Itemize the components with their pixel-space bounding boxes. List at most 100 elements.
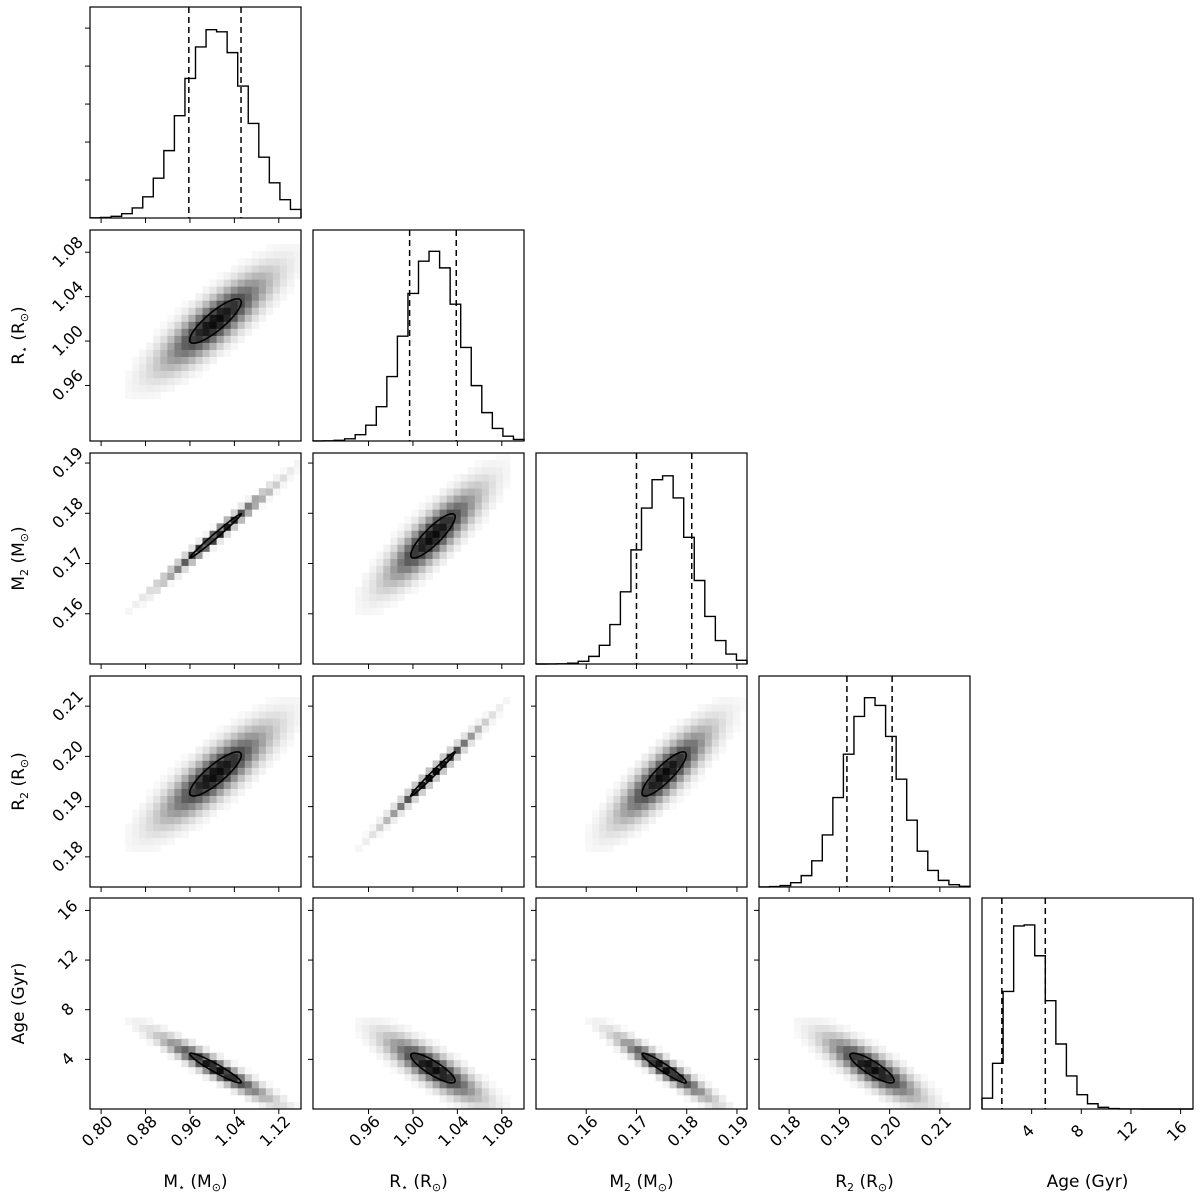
panel-frame: [89, 229, 302, 442]
panel-R2-R2: [758, 675, 971, 892]
density-M2-Mstar: [125, 460, 301, 616]
x-tick-label: 0.18: [766, 1112, 805, 1151]
y-axis-label-Rstar: R⋆​ (R⊙​): [9, 306, 31, 364]
panel-frame: [981, 897, 1194, 1110]
x-tick-label: 0.80: [78, 1112, 117, 1151]
panel-Rstar-Mstar: 0.96 1.00 1.04 1.08: [48, 229, 302, 446]
panel-Rstar-Rstar: [312, 229, 525, 446]
y-tick-label: 0.17: [48, 544, 87, 583]
y-axis-label-Age: Age (Gyr): [9, 963, 29, 1045]
panel-frame: [535, 897, 748, 1110]
x-tick-label: 1.04: [211, 1112, 250, 1151]
histogram-Mstar: [89, 28, 302, 219]
panel-M2-M2: [535, 452, 748, 669]
panel-Age-Rstar: 0.96 1.00 1.04 1.08: [308, 897, 525, 1151]
y-tick-label: 0.18: [48, 837, 87, 876]
contour-R2-Mstar: [188, 751, 243, 797]
x-tick-label: 0.19: [816, 1112, 855, 1151]
histogram-Age: [981, 924, 1193, 1110]
panel-frame: [535, 452, 748, 665]
x-tick-label: 0.19: [714, 1112, 753, 1151]
panel-Mstar-Mstar: [85, 6, 302, 223]
density-Age-Mstar: [125, 1017, 301, 1109]
y-tick-label: 0.16: [48, 594, 87, 633]
y-tick-label: 12: [54, 946, 82, 974]
x-tick-label: 8: [1067, 1121, 1088, 1142]
x-tick-label: 0.88: [122, 1112, 161, 1151]
panel-R2-Rstar: [308, 675, 525, 892]
density-Age-M2: [585, 1017, 734, 1109]
y-tick-label: 0.19: [48, 443, 87, 482]
panel-Age-M2: 0.16 0.17 0.18 0.19: [531, 897, 753, 1151]
x-tick-label: 1.00: [390, 1112, 429, 1151]
y-tick-label: 1.00: [48, 321, 87, 360]
x-tick-label: 12: [1113, 1117, 1141, 1145]
contour-M2-Rstar: [409, 513, 456, 559]
x-tick-label: 0.16: [563, 1112, 602, 1151]
y-tick-label: 8: [57, 999, 78, 1020]
y-tick-label: 16: [54, 896, 82, 924]
panel-frame: [312, 229, 525, 442]
panel-M2-Rstar: [308, 452, 525, 669]
x-tick-label: 0.96: [345, 1112, 384, 1151]
contour-R2-Rstar: [409, 751, 457, 797]
x-axis-label-R2: R2​ (R⊙​): [835, 1172, 894, 1194]
panel-M2-Mstar: 0.16 0.17 0.18 0.19: [48, 443, 302, 669]
panel-frame: [312, 675, 525, 888]
y-axis-label-R2: R2​ (R⊙​): [9, 752, 31, 811]
y-tick-label: 0.20: [48, 737, 87, 776]
density-R2-M2: [585, 697, 747, 853]
density-R2-Rstar: [355, 697, 511, 853]
contour-R2-M2: [641, 751, 688, 797]
y-tick-label: 0.19: [48, 787, 87, 826]
panel-frame: [89, 452, 302, 665]
contour-Age-Rstar: [409, 1052, 456, 1084]
x-tick-label: 0.21: [917, 1112, 956, 1151]
y-tick-label: 1.04: [48, 277, 87, 316]
density-Age-Rstar: [355, 1017, 511, 1109]
x-axis-label-Age: Age (Gyr): [1047, 1172, 1129, 1192]
contour-M2-Mstar: [188, 512, 243, 559]
x-tick-label: 16: [1163, 1117, 1191, 1145]
panel-frame: [312, 452, 525, 665]
x-axis-label-M2: M2​ (M⊙​): [609, 1172, 673, 1194]
panel-frame: [89, 6, 302, 219]
panel-Age-Age: 4 8 12 16: [981, 897, 1194, 1145]
panel-frame: [89, 675, 302, 888]
density-M2-Rstar: [355, 453, 511, 616]
x-axis-label-Mstar: M⋆​ (M⊙​): [163, 1172, 227, 1194]
contour-Rstar-Mstar: [188, 298, 243, 345]
y-tick-label: 1.08: [48, 233, 87, 272]
y-tick-label: 0.18: [48, 494, 87, 533]
x-tick-label: 0.18: [664, 1112, 703, 1151]
panel-frame: [758, 675, 971, 888]
y-tick-label: 4: [57, 1049, 78, 1070]
x-tick-label: 0.17: [613, 1112, 652, 1151]
contour-Age-R2: [849, 1052, 895, 1084]
density-Rstar-Mstar: [125, 244, 301, 400]
y-tick-label: 0.96: [48, 366, 87, 405]
panel-Age-Mstar: 0.80 0.88 0.96 1.04 1.12 4 8 12 16: [54, 896, 302, 1150]
x-tick-label: 1.08: [479, 1112, 518, 1151]
y-tick-label: 0.21: [48, 686, 87, 725]
panel-R2-Mstar: 0.18 0.19 0.20 0.21: [48, 675, 302, 892]
density-Age-R2: [794, 1017, 950, 1109]
histogram-R2: [758, 697, 971, 888]
panel-frame: [758, 897, 971, 1110]
panel-frame: [312, 897, 525, 1110]
x-axis-label-Rstar: R⋆​ (R⊙​): [389, 1172, 447, 1194]
contour-Age-M2: [641, 1052, 688, 1084]
panel-Age-R2: 0.18 0.19 0.20 0.21: [754, 897, 971, 1151]
x-tick-label: 4: [1017, 1121, 1038, 1142]
histogram-M2: [535, 475, 748, 665]
x-tick-label: 0.96: [167, 1112, 206, 1151]
panel-R2-M2: [531, 675, 748, 892]
x-tick-label: 1.12: [256, 1112, 295, 1151]
contour-Age-Mstar: [188, 1052, 243, 1084]
density-R2-Mstar: [125, 697, 301, 853]
panel-frame: [535, 675, 748, 888]
x-tick-label: 1.04: [434, 1112, 473, 1151]
x-tick-label: 0.20: [866, 1112, 905, 1151]
histogram-Rstar: [312, 250, 525, 442]
